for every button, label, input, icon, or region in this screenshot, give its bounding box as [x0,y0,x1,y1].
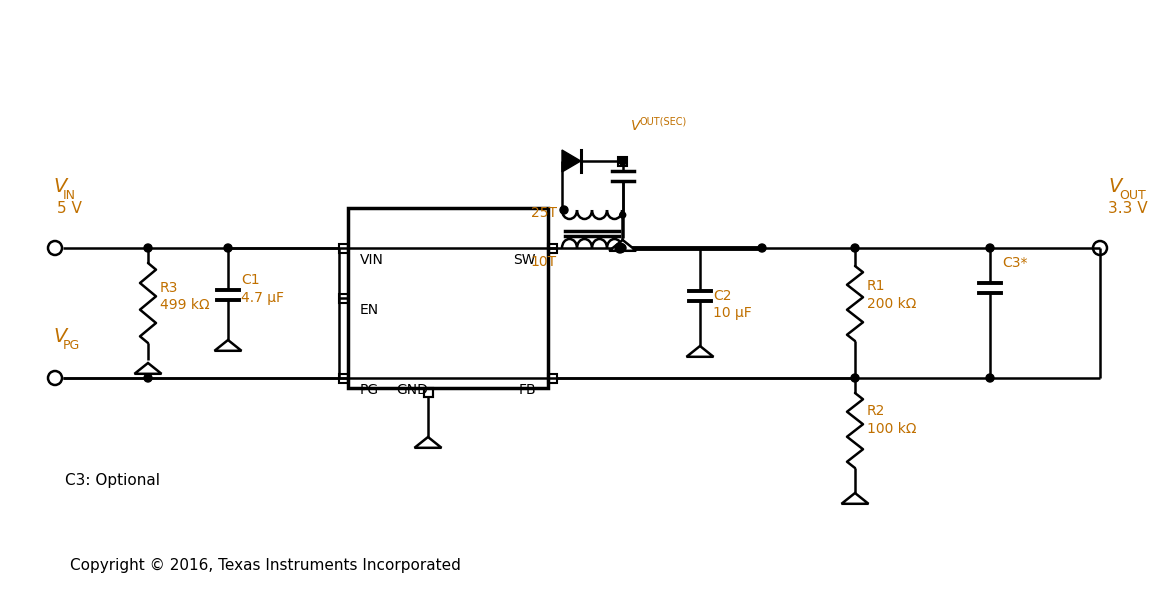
Polygon shape [214,340,241,351]
Circle shape [620,212,626,218]
Text: 499 kΩ: 499 kΩ [161,298,210,312]
Circle shape [144,374,152,382]
Text: R1: R1 [867,279,886,293]
Text: FB: FB [518,383,536,397]
Text: VIN: VIN [360,253,384,267]
Text: GND: GND [396,383,428,397]
Text: V: V [631,119,640,133]
Text: C1: C1 [241,273,260,287]
Text: IN: IN [63,189,76,202]
Bar [339,293,348,303]
Text: C3: Optional: C3: Optional [64,473,161,487]
Text: R3: R3 [161,281,178,295]
Text: OUT(SEC): OUT(SEC) [640,116,687,126]
Text: V: V [1108,177,1122,196]
Text: OUT: OUT [1119,189,1146,202]
Bar [339,373,348,382]
Circle shape [144,244,152,252]
Text: PG: PG [360,383,379,397]
Circle shape [615,243,625,253]
Text: 25T: 25T [531,206,557,220]
Polygon shape [563,150,580,172]
Polygon shape [687,346,714,357]
Text: R2: R2 [867,404,885,418]
Text: PG: PG [63,339,80,352]
Polygon shape [415,437,442,448]
Circle shape [618,244,626,252]
Circle shape [851,244,859,252]
Text: V: V [53,177,67,196]
Text: C2: C2 [713,289,731,303]
Text: V: V [53,327,67,346]
Circle shape [851,374,859,382]
Text: 10T: 10T [531,255,557,269]
Circle shape [619,157,627,165]
Text: 4.7 μF: 4.7 μF [241,291,284,305]
Text: C3*: C3* [1002,256,1028,270]
Circle shape [224,244,232,252]
Text: SW: SW [513,253,536,267]
Circle shape [986,374,994,382]
Text: 200 kΩ: 200 kΩ [867,297,917,311]
Bar [423,388,432,397]
Circle shape [560,206,568,214]
Bar [423,388,432,397]
Text: 10 μF: 10 μF [713,306,751,320]
Text: 5 V: 5 V [57,201,82,216]
Text: 100 kΩ: 100 kΩ [867,422,917,436]
Text: 3.3 V: 3.3 V [1108,201,1147,216]
Bar [548,373,557,382]
Bar [618,157,627,165]
Text: EN: EN [360,303,379,317]
Bar [548,243,557,253]
Bar [348,208,548,388]
Polygon shape [609,240,636,251]
Polygon shape [841,493,868,504]
Text: Copyright © 2016, Texas Instruments Incorporated: Copyright © 2016, Texas Instruments Inco… [70,558,461,573]
Polygon shape [135,363,162,374]
Circle shape [986,244,994,252]
Circle shape [758,244,766,252]
Bar [339,243,348,253]
